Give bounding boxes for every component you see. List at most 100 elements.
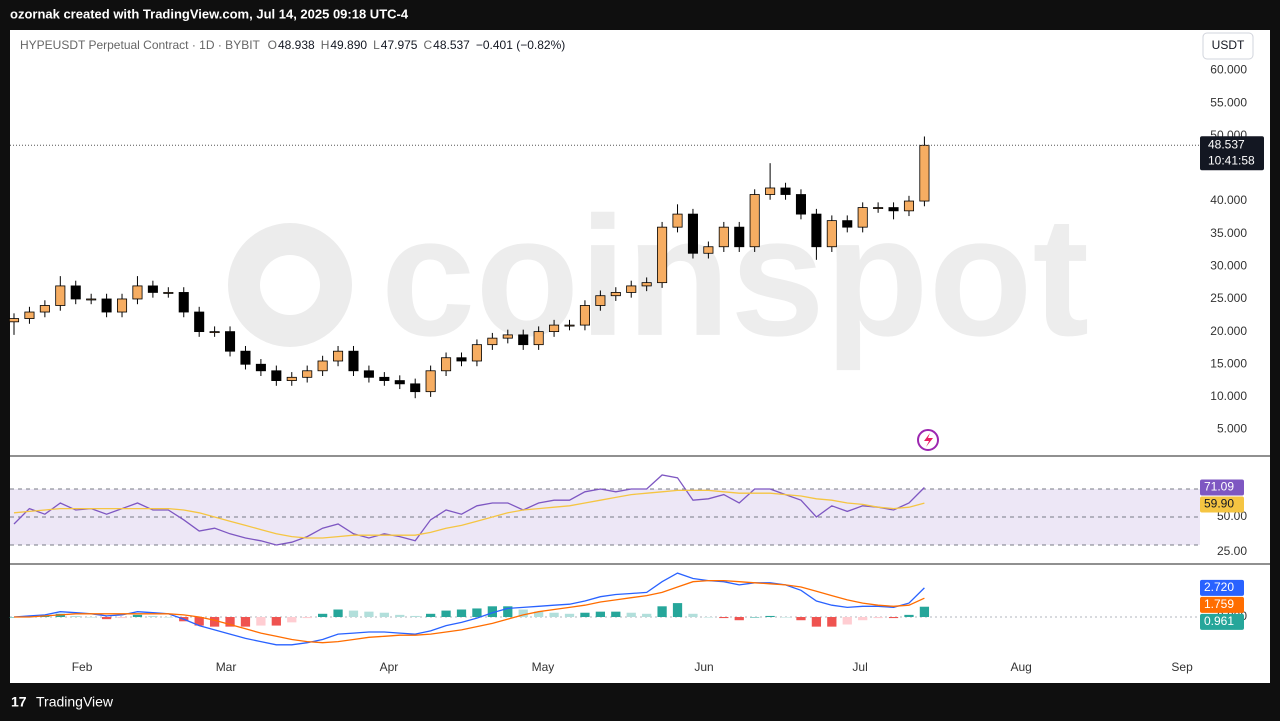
price-pane — [8, 136, 1200, 399]
candle-body — [826, 220, 837, 248]
footer-logo: 17 — [11, 694, 27, 710]
x-tick-label: Apr — [380, 660, 399, 674]
candle-body — [116, 298, 128, 313]
histogram-bar — [101, 617, 112, 620]
histogram-bar — [456, 609, 467, 618]
y-tick-label: 35.000 — [1210, 226, 1247, 240]
candle-body — [178, 292, 189, 313]
value-badge: 1.759 — [1204, 597, 1234, 611]
histogram-bar — [642, 613, 652, 618]
histogram-bar — [379, 612, 389, 618]
candle-body — [379, 376, 390, 381]
candle-body — [425, 370, 436, 393]
candle-body — [518, 334, 529, 346]
candle-body — [533, 331, 544, 346]
legend-ohlc-value: 48.537 — [433, 38, 470, 52]
histogram-bar — [441, 610, 451, 618]
histogram-bar — [395, 614, 405, 618]
watermark-logo-hole — [260, 255, 320, 315]
candle-body — [610, 292, 621, 297]
y-tick-label: 10.000 — [1210, 389, 1247, 403]
x-tick-label: Aug — [1010, 660, 1031, 674]
candle-body — [286, 376, 297, 381]
last-price-badge-bg — [1200, 136, 1264, 171]
y-tick-label: 60.000 — [1210, 63, 1247, 77]
x-tick-label: May — [532, 660, 555, 674]
candle-body — [317, 360, 328, 372]
candle-body — [765, 187, 776, 195]
watermark-text: coinspot — [381, 182, 1089, 372]
histogram-bar — [888, 617, 899, 619]
alert-icon[interactable] — [917, 429, 939, 451]
candle-body — [132, 285, 143, 300]
legend-ohlc-label: O — [268, 38, 277, 52]
currency-button-frame[interactable] — [1202, 32, 1254, 60]
legend-ohlc-label: L — [373, 38, 380, 52]
value-badge: 71.09 — [1204, 480, 1234, 494]
candle-body — [410, 383, 421, 393]
histogram-bar — [750, 617, 760, 618]
candle-body — [487, 337, 498, 346]
alert-icon-ring[interactable] — [917, 429, 939, 451]
x-tick-label: Jul — [852, 660, 867, 674]
histogram-bar — [719, 617, 729, 619]
candle-body — [8, 318, 20, 323]
histogram-bar — [534, 611, 544, 618]
candle-body — [39, 305, 50, 313]
histogram-bar — [626, 612, 636, 618]
legend-title: HYPEUSDT Perpetual Contract · 1D · BYBIT — [20, 38, 261, 52]
histogram-bar — [472, 608, 482, 618]
histogram-bar — [827, 617, 837, 627]
histogram-bar — [518, 609, 528, 618]
currency-label[interactable]: USDT — [1212, 38, 1245, 52]
legend-ohlc-value: 47.975 — [381, 38, 418, 52]
value-badge-bg — [1200, 496, 1244, 513]
alert-icon-bolt[interactable] — [924, 433, 933, 447]
watermark: coinspot — [228, 182, 1089, 372]
legend-ohlc-label: H — [321, 38, 330, 52]
y-tick-label: 15.000 — [1210, 356, 1247, 370]
candle-body — [147, 285, 158, 293]
candle-body — [24, 311, 35, 319]
candle-body — [55, 285, 66, 306]
histogram-bar — [302, 617, 312, 619]
histogram-bar — [580, 612, 590, 618]
histogram-bar — [487, 606, 497, 618]
candle-body — [703, 246, 714, 254]
x-tick-label: Jun — [694, 660, 713, 674]
currency-button[interactable]: USDT — [1202, 32, 1254, 60]
histogram-bar — [317, 613, 328, 618]
candle-body — [101, 298, 112, 313]
candle-body — [657, 226, 668, 284]
candle-body — [394, 380, 405, 385]
footer: 17 TradingView — [11, 694, 114, 710]
y-tick-label: 5.000 — [1217, 422, 1247, 436]
candle-body — [749, 194, 760, 248]
value-badge: 2.720 — [1204, 580, 1234, 594]
y-tick-label: 25.00 — [1217, 544, 1247, 558]
value-badge-bg — [1200, 479, 1244, 496]
x-tick-label: Sep — [1171, 660, 1193, 674]
histogram-bar — [780, 617, 791, 618]
candle-body — [333, 350, 344, 362]
histogram-bar — [904, 614, 914, 618]
candle-body — [780, 187, 791, 195]
histogram-bar — [734, 617, 744, 621]
y-tick-label: 50.00 — [1217, 509, 1247, 523]
histogram-bar — [549, 612, 559, 618]
candle-body — [718, 226, 729, 248]
candle-body — [502, 334, 513, 339]
histogram-bar — [811, 617, 822, 627]
histogram-bar — [148, 615, 158, 618]
histogram-bar — [132, 614, 143, 618]
histogram-bar — [256, 617, 266, 626]
candle-body — [687, 213, 698, 254]
histogram-bar — [410, 615, 420, 618]
histogram-bar — [71, 615, 81, 618]
last-price-badge: 48.537 — [1208, 137, 1245, 151]
histogram-bar — [595, 611, 605, 618]
histogram-bar — [503, 606, 513, 618]
y-tick-label: 40.000 — [1210, 193, 1247, 207]
y-tick-label: 25.000 — [1210, 291, 1247, 305]
